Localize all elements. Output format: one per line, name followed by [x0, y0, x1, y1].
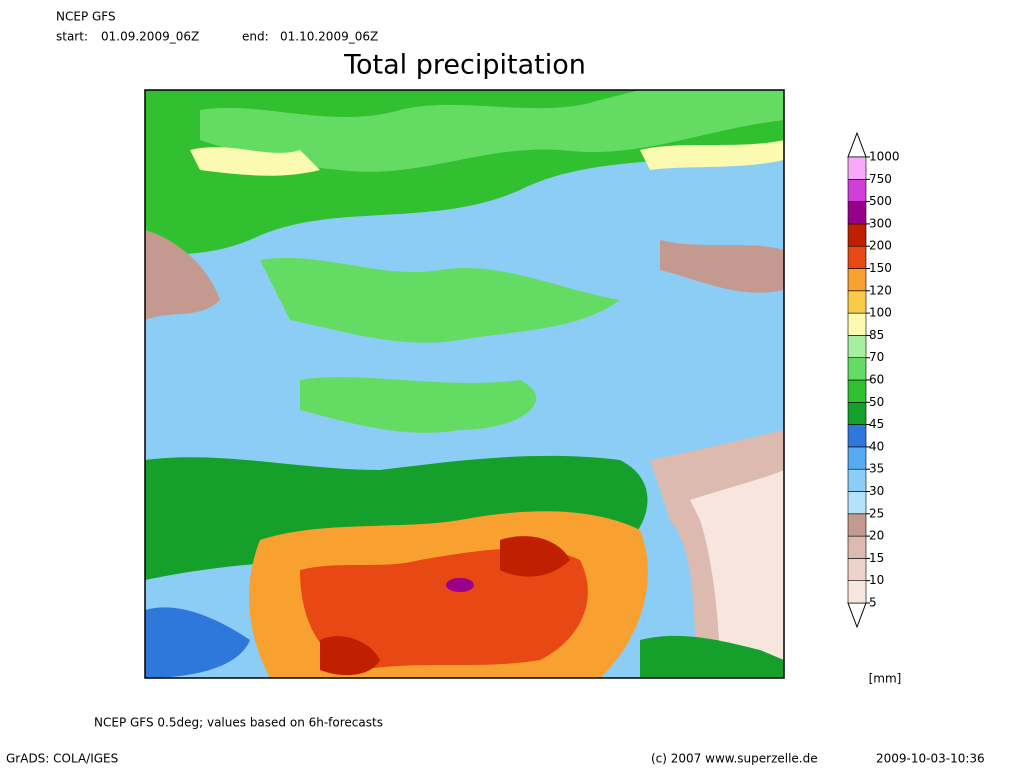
footer-copyright: (c) 2007 www.superzelle.de: [651, 752, 818, 766]
colorbar-segment: [847, 424, 867, 448]
colorbar-segment: [847, 401, 867, 425]
end-time: 01.10.2009_06Z: [280, 30, 378, 44]
colorbar-unit: [mm]: [869, 672, 902, 686]
start-time: 01.09.2009_06Z: [101, 30, 199, 44]
colorbar-label: 60: [869, 373, 884, 387]
colorbar-label: 15: [869, 551, 884, 565]
colorbar-label: 10: [869, 573, 884, 587]
map-title: Total precipitation: [343, 50, 586, 81]
colorbar-high-end: [847, 131, 867, 158]
footer-grads: GrADS: COLA/IGES: [6, 752, 118, 766]
colorbar-label: 20: [869, 529, 884, 543]
colorbar-segment: [847, 312, 867, 336]
footer-timestamp: 2009-10-03-10:36: [876, 752, 985, 766]
colorbar-label: 200: [869, 239, 892, 253]
colorbar-label: 150: [869, 261, 892, 275]
colorbar-label: 45: [869, 417, 884, 431]
colorbar-segment: [847, 268, 867, 292]
colorbar-label: 100: [869, 306, 892, 320]
colorbar-segment: [847, 335, 867, 358]
colorbar-label: 70: [869, 350, 884, 364]
colorbar-label: 85: [869, 328, 884, 342]
colorbar-label: 120: [869, 283, 892, 297]
end-label: end:: [242, 30, 269, 44]
model-name: NCEP GFS: [56, 10, 116, 24]
colorbar-segment: [847, 535, 867, 559]
colorbar-segment: [847, 468, 867, 492]
footer-note: NCEP GFS 0.5deg; values based on 6h-fore…: [94, 716, 383, 730]
start-label: start:: [56, 30, 88, 44]
colorbar-segment: [847, 446, 867, 470]
colorbar-segment: [847, 558, 867, 582]
colorbar-segment: [847, 201, 867, 225]
colorbar-segment: [847, 379, 867, 403]
colorbar-segment: [847, 513, 867, 537]
colorbar-label: 500: [869, 194, 892, 208]
colorbar-label: 1000: [869, 150, 900, 164]
colorbar-segment: [847, 179, 867, 202]
colorbar-label: 30: [869, 484, 884, 498]
map: [144, 89, 785, 679]
colorbar-label: 40: [869, 439, 884, 453]
colorbar-label: 35: [869, 462, 884, 476]
colorbar-segment: [847, 156, 867, 180]
colorbar-segment: [847, 245, 867, 269]
colorbar-label: 750: [869, 172, 892, 186]
colorbar-segment: [847, 223, 867, 247]
colorbar-label: 50: [869, 395, 884, 409]
colorbar-segment: [847, 357, 867, 381]
colorbar-segment: [847, 491, 867, 515]
colorbar-label: 300: [869, 216, 892, 230]
colorbar-segment: [847, 580, 867, 604]
colorbar-low-end: [847, 602, 867, 629]
colorbar-segment: [847, 290, 867, 314]
colorbar-label: 5: [869, 596, 877, 610]
colorbar: 5 10 15 20 25 30 35 40 45 50 60 70 85 100 120 150 200 300…: [847, 131, 900, 629]
colorbar-label: 25: [869, 506, 884, 520]
